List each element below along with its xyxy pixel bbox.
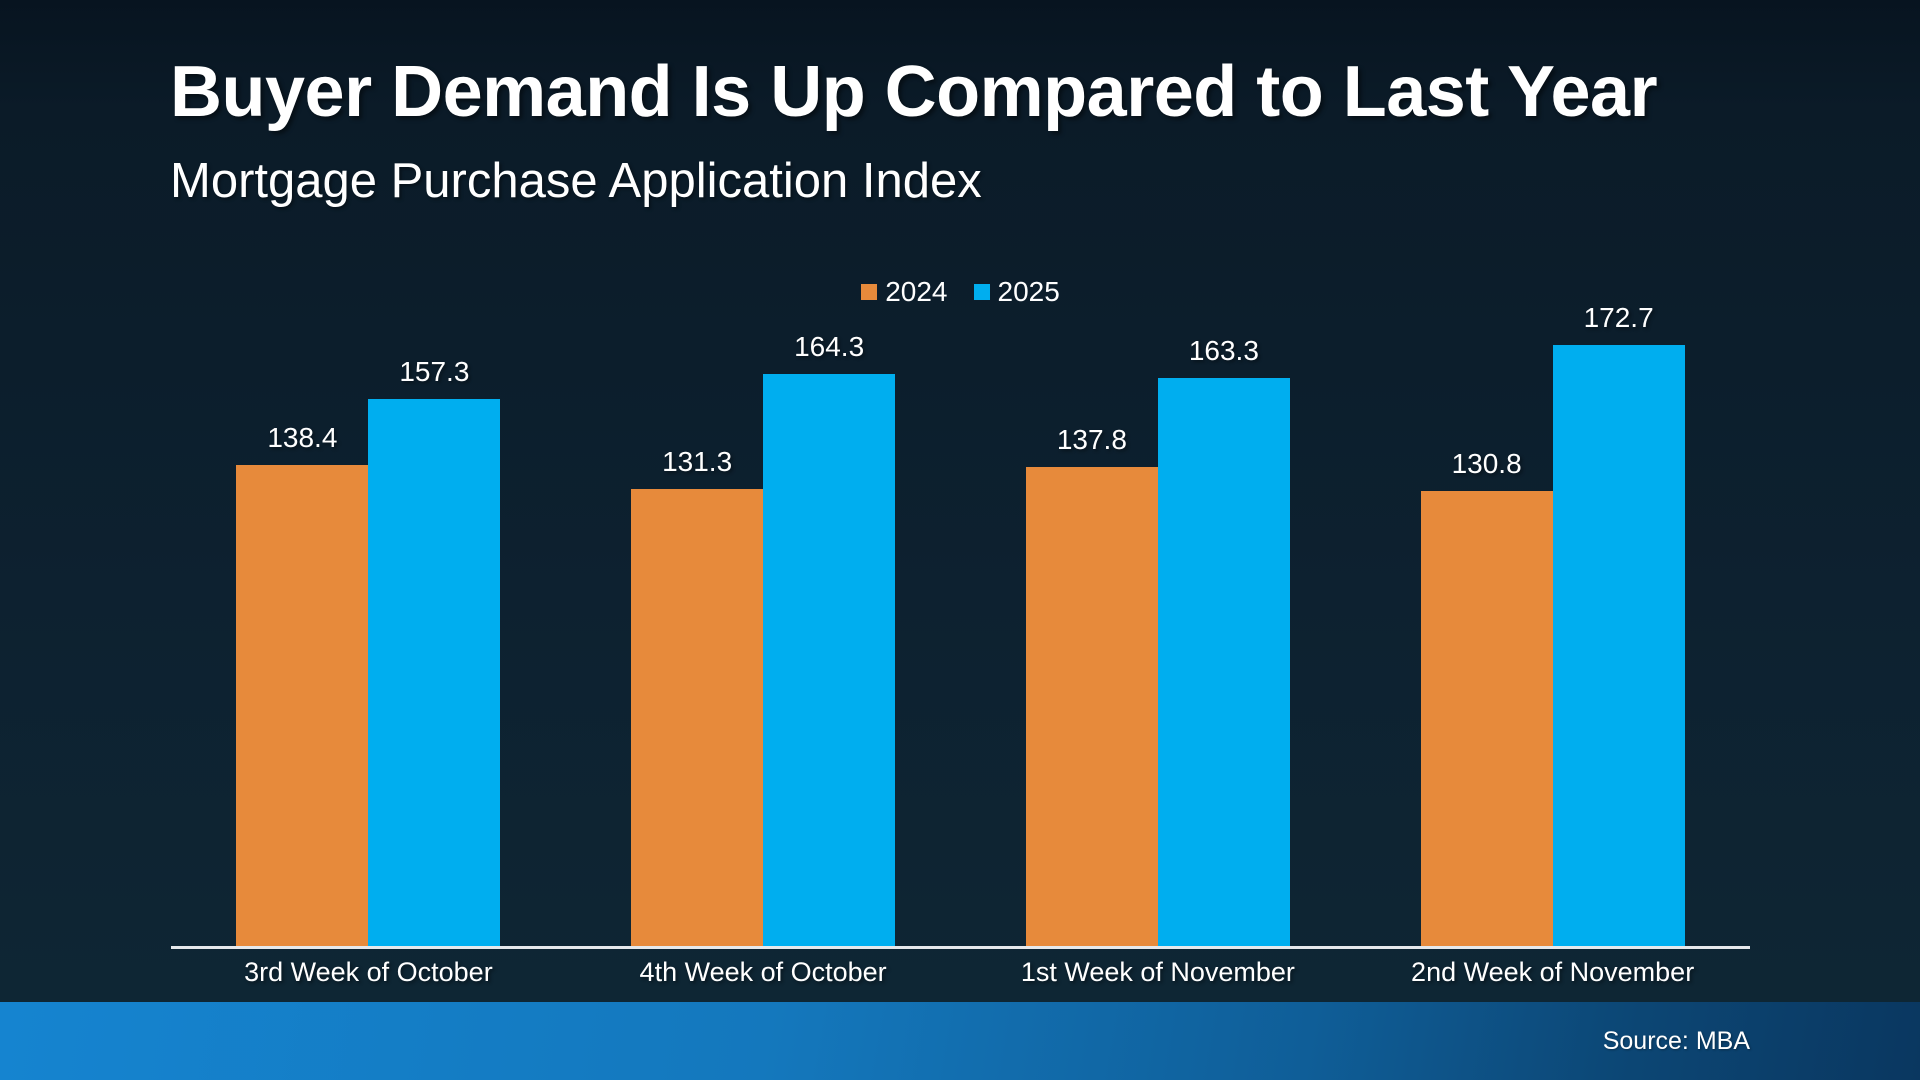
- bar-2024: [236, 465, 369, 947]
- legend-swatch-icon: [973, 284, 990, 300]
- bar-group: 131.3 164.3: [566, 300, 961, 947]
- bar-value-label: 163.3: [1188, 335, 1259, 366]
- x-axis-label: 4th Week of October: [639, 957, 887, 987]
- source-attribution: Source: MBA: [1602, 1026, 1750, 1055]
- bar-value-label: 157.3: [399, 356, 470, 387]
- bar-wrap-2025: 172.7: [1552, 302, 1685, 947]
- chart-title: Buyer Demand Is Up Compared to Last Year: [170, 52, 1658, 132]
- bar-plot-area: 138.4 157.3 131.3 164.3 137.8 163.3 130.8 172.7: [171, 300, 1750, 947]
- bar-wrap-2024: 137.8: [1025, 424, 1158, 947]
- bar-2025: [368, 399, 501, 947]
- footer-bar: Source: MBA: [0, 1002, 1920, 1080]
- bar-2024: [631, 489, 764, 947]
- header: Buyer Demand Is Up Compared to Last Year…: [170, 52, 1658, 209]
- bar-2024: [1420, 491, 1553, 947]
- bar-wrap-2025: 163.3: [1157, 335, 1290, 947]
- bar-value-label: 131.3: [662, 446, 733, 477]
- legend: 2024 2025: [171, 278, 1750, 306]
- bar-2025: [1157, 378, 1290, 947]
- bar-group: 137.8 163.3: [961, 300, 1356, 947]
- bar-value-label: 172.7: [1583, 302, 1654, 333]
- bar-value-label: 164.3: [794, 331, 865, 362]
- bar-2024: [1025, 467, 1158, 947]
- legend-label: 2025: [997, 276, 1060, 307]
- legend-swatch-icon: [861, 284, 878, 300]
- bar-value-label: 137.8: [1056, 424, 1127, 455]
- x-axis-label: 1st Week of November: [1020, 957, 1295, 987]
- bar-wrap-2025: 157.3: [368, 356, 501, 947]
- bar-wrap-2024: 131.3: [631, 446, 764, 947]
- chart-subtitle: Mortgage Purchase Application Index: [170, 153, 982, 208]
- x-axis-line: [171, 946, 1750, 949]
- bar-wrap-2025: 164.3: [763, 331, 896, 947]
- bar-group: 138.4 157.3: [171, 300, 566, 947]
- bar-group: 130.8 172.7: [1355, 300, 1750, 947]
- legend-item-2025: 2025: [973, 276, 1060, 307]
- x-axis-label: 3rd Week of October: [244, 957, 493, 987]
- bar-wrap-2024: 130.8: [1420, 448, 1553, 947]
- x-axis-label: 2nd Week of November: [1411, 957, 1695, 987]
- bar-value-label: 138.4: [267, 422, 338, 453]
- x-axis-labels: 3rd Week of October 4th Week of October 1s…: [171, 957, 1750, 988]
- bar-2025: [1552, 345, 1685, 947]
- bar-value-label: 130.8: [1451, 448, 1522, 479]
- bar-wrap-2024: 138.4: [236, 422, 369, 947]
- legend-label: 2024: [885, 276, 948, 307]
- bar-2025: [763, 374, 896, 947]
- legend-item-2024: 2024: [861, 276, 948, 307]
